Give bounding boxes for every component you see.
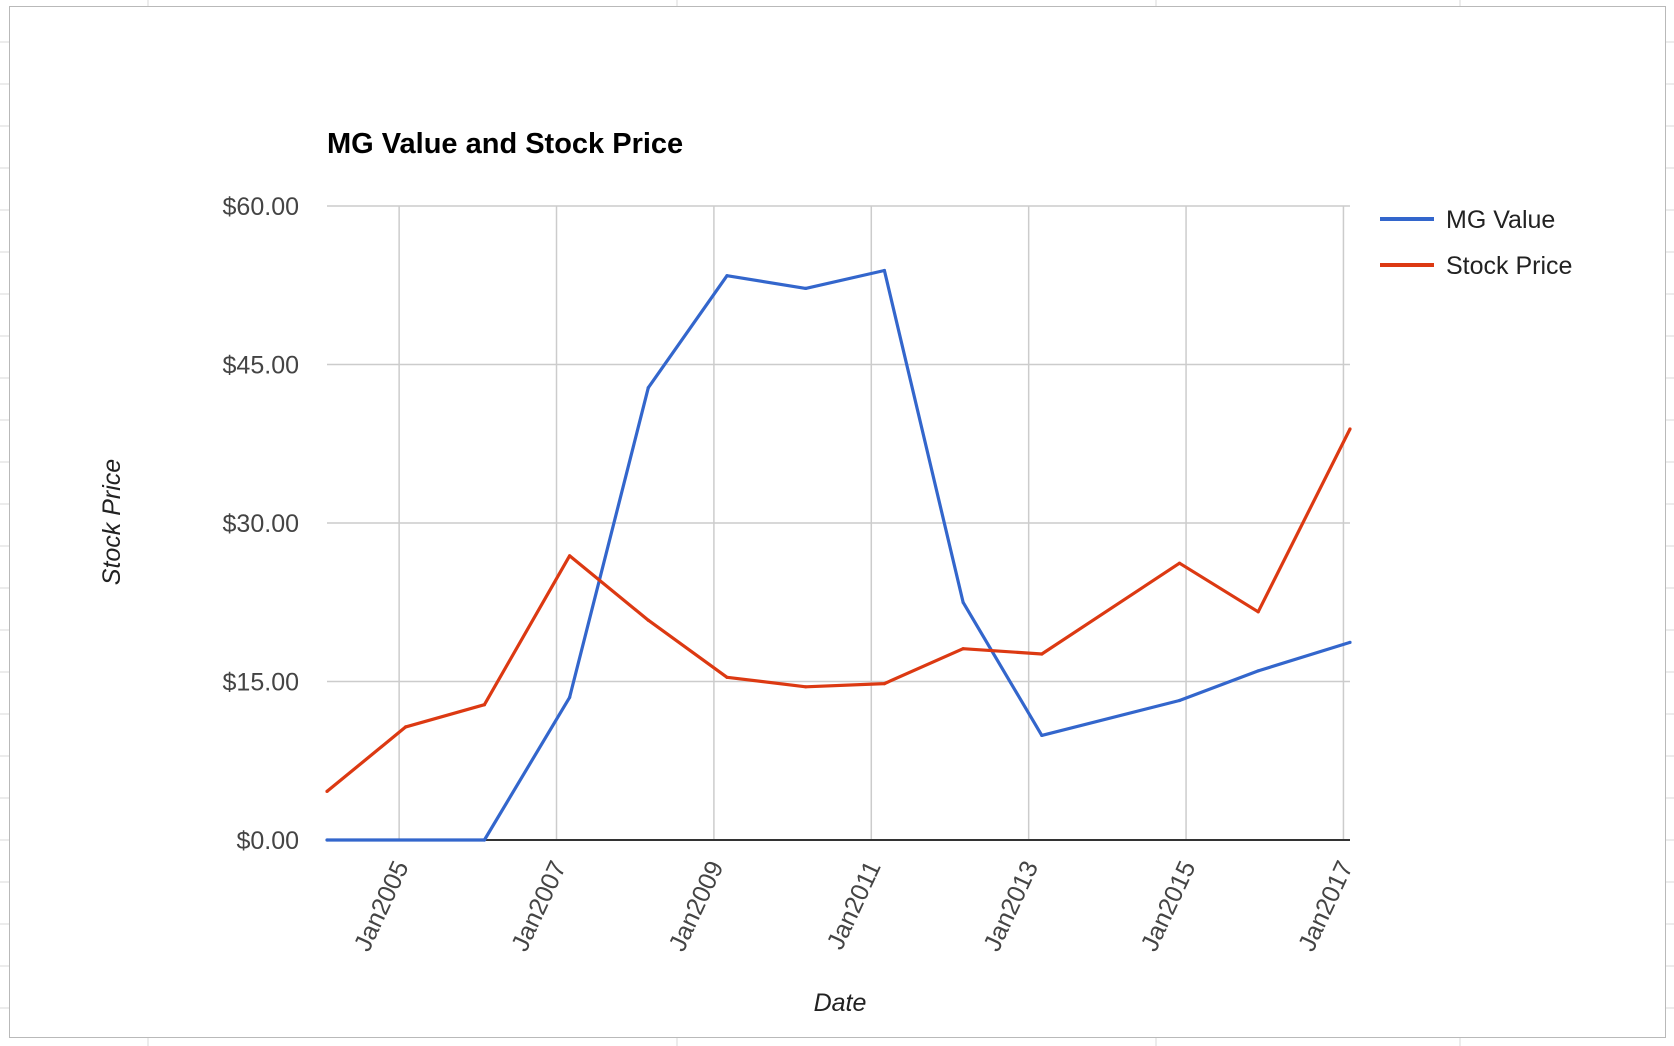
legend[interactable]: MG Value Stock Price bbox=[1380, 206, 1572, 280]
data-point-stock-price[interactable] bbox=[568, 554, 572, 558]
series-line-mg-value[interactable] bbox=[327, 268, 1351, 842]
data-point-stock-price[interactable] bbox=[325, 789, 329, 794]
data-point-mg-value[interactable] bbox=[961, 600, 965, 604]
y-tick-label: $45.00 bbox=[223, 352, 299, 380]
data-point-mg-value[interactable] bbox=[725, 274, 729, 278]
y-tick-label: $60.00 bbox=[223, 193, 299, 221]
y-tick-label: $15.00 bbox=[223, 669, 299, 697]
data-point-stock-price[interactable] bbox=[1040, 652, 1044, 656]
x-axis-ticks: Jan2005 Jan2007 Jan2009 Jan2011 Jan2013 Jan20… bbox=[349, 857, 1359, 956]
series-lines bbox=[325, 268, 1352, 842]
x-tick-label: Jan2015 bbox=[1136, 857, 1202, 956]
data-point-stock-price[interactable] bbox=[725, 675, 729, 679]
data-point-mg-value[interactable] bbox=[325, 838, 329, 842]
data-point-mg-value[interactable] bbox=[804, 286, 808, 290]
chart-frame[interactable] bbox=[9, 6, 1666, 1038]
x-tick-label: Jan2005 bbox=[349, 857, 415, 956]
x-tick-label: Jan2013 bbox=[978, 857, 1044, 956]
x-tick-label: Jan2007 bbox=[506, 857, 572, 956]
data-point-mg-value[interactable] bbox=[1256, 669, 1260, 673]
data-point-mg-value[interactable] bbox=[1177, 698, 1182, 703]
x-tick-label: Jan2009 bbox=[663, 857, 729, 956]
data-point-mg-value[interactable] bbox=[482, 838, 486, 842]
y-axis-ticks: $0.00 $15.00 $30.00 $45.00 $60.00 bbox=[223, 193, 299, 855]
data-point-mg-value[interactable] bbox=[646, 386, 650, 390]
data-point-stock-price[interactable] bbox=[1348, 427, 1352, 431]
data-point-stock-price[interactable] bbox=[1177, 561, 1182, 565]
x-tick-label: Jan2017 bbox=[1293, 857, 1359, 956]
data-point-mg-value[interactable] bbox=[1040, 733, 1044, 738]
series-line-stock-price[interactable] bbox=[325, 428, 1352, 793]
data-point-stock-price[interactable] bbox=[961, 647, 965, 651]
data-point-stock-price[interactable] bbox=[882, 682, 887, 686]
data-point-stock-price[interactable] bbox=[482, 703, 486, 707]
gridlines bbox=[327, 205, 1350, 840]
x-axis-title: Date bbox=[814, 989, 867, 1017]
y-tick-label: $30.00 bbox=[223, 510, 299, 538]
data-point-stock-price[interactable] bbox=[804, 685, 808, 689]
chart-title: MG Value and Stock Price bbox=[327, 128, 683, 160]
data-point-stock-price[interactable] bbox=[646, 618, 650, 622]
data-point-mg-value[interactable] bbox=[568, 695, 572, 700]
data-point-mg-value[interactable] bbox=[1348, 640, 1352, 645]
data-point-stock-price[interactable] bbox=[404, 725, 408, 729]
y-tick-label: $0.00 bbox=[236, 827, 299, 855]
legend-label-mg-value[interactable]: MG Value bbox=[1446, 206, 1555, 234]
x-tick-label: Jan2011 bbox=[822, 857, 887, 954]
y-axis-title: Stock Price bbox=[98, 459, 126, 585]
legend-label-stock-price[interactable]: Stock Price bbox=[1446, 252, 1572, 280]
data-point-mg-value[interactable] bbox=[882, 268, 887, 273]
data-point-stock-price[interactable] bbox=[1256, 610, 1260, 614]
